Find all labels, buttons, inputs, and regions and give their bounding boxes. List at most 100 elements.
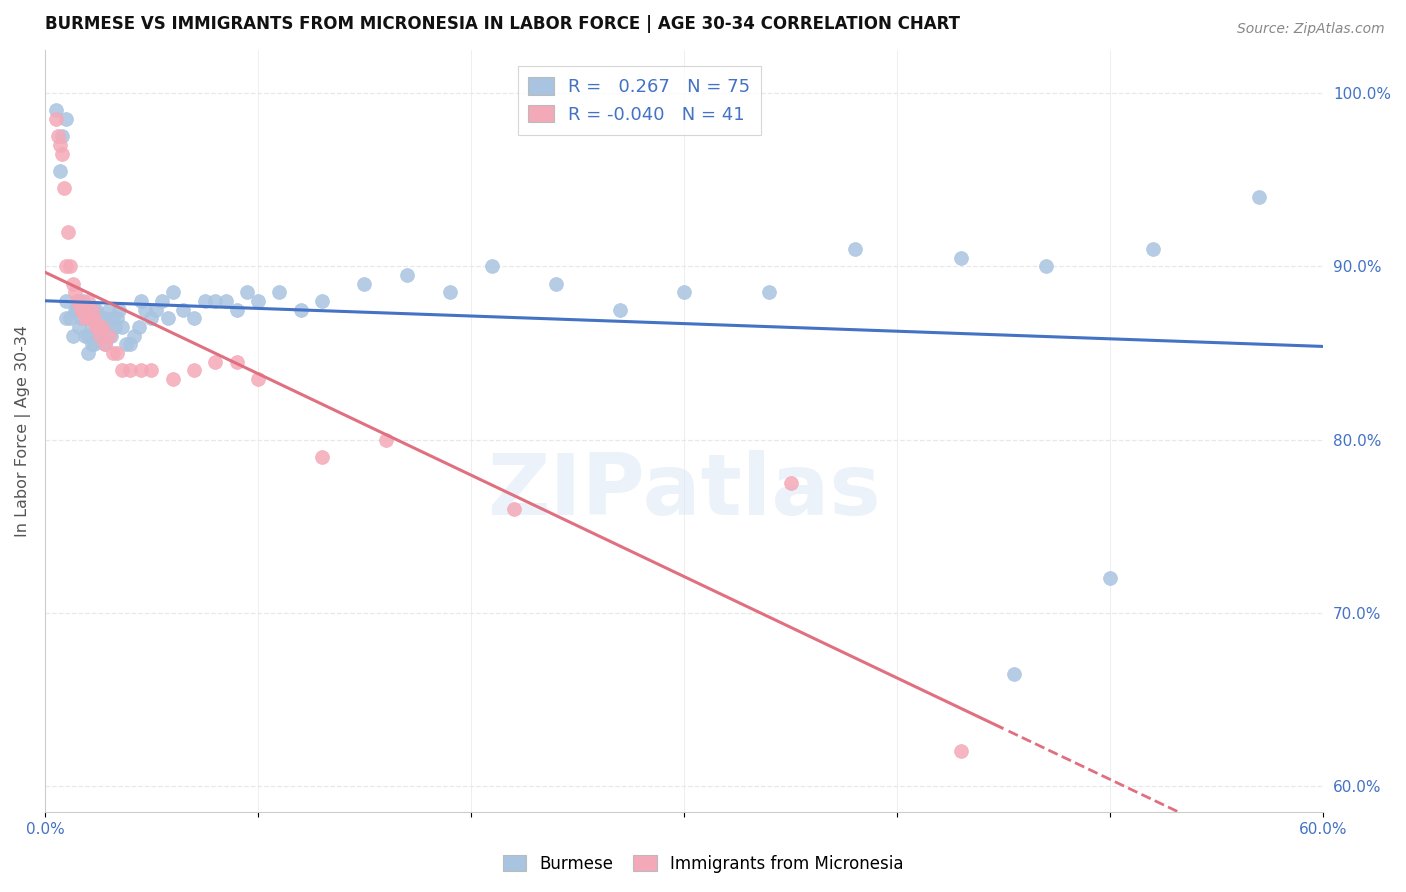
Point	[673, 285, 696, 300]
Point	[83, 337, 105, 351]
Point	[162, 372, 184, 386]
Point	[87, 320, 110, 334]
Point	[46, 129, 69, 144]
Point	[110, 363, 132, 377]
Point	[124, 328, 146, 343]
Point	[80, 337, 103, 351]
Legend: Burmese, Immigrants from Micronesia: Burmese, Immigrants from Micronesia	[496, 848, 910, 880]
Point	[53, 181, 76, 195]
Text: Source: ZipAtlas.com: Source: ZipAtlas.com	[1237, 22, 1385, 37]
Point	[76, 293, 98, 308]
Point	[115, 337, 138, 351]
Point	[63, 302, 86, 317]
Point	[779, 475, 801, 490]
Point	[110, 320, 132, 334]
Point	[236, 285, 259, 300]
Point	[246, 372, 269, 386]
Point	[96, 320, 118, 334]
Point	[55, 293, 77, 308]
Point	[55, 112, 77, 127]
Point	[204, 354, 226, 368]
Point	[49, 164, 72, 178]
Point	[49, 138, 72, 153]
Point	[134, 302, 156, 317]
Point	[70, 311, 93, 326]
Point	[67, 320, 90, 334]
Point	[93, 311, 115, 326]
Point	[120, 363, 142, 377]
Point	[129, 363, 152, 377]
Point	[72, 293, 94, 308]
Point	[353, 277, 375, 291]
Point	[183, 311, 205, 326]
Point	[311, 450, 333, 464]
Point	[66, 302, 89, 317]
Point	[45, 103, 67, 118]
Point	[55, 311, 77, 326]
Point	[225, 302, 247, 317]
Point	[72, 302, 94, 317]
Point	[79, 311, 101, 326]
Point	[89, 328, 111, 343]
Point	[246, 293, 269, 308]
Point	[546, 277, 568, 291]
Point	[89, 311, 111, 326]
Point	[194, 293, 217, 308]
Point	[1249, 190, 1271, 204]
Point	[204, 293, 226, 308]
Point	[215, 293, 238, 308]
Point	[75, 311, 97, 326]
Point	[145, 302, 167, 317]
Point	[129, 293, 152, 308]
Point	[93, 337, 115, 351]
Point	[66, 293, 89, 308]
Point	[83, 311, 105, 326]
Point	[1035, 260, 1057, 274]
Point	[950, 251, 973, 265]
Point	[844, 242, 866, 256]
Point	[1142, 242, 1164, 256]
Point	[290, 302, 312, 317]
Point	[45, 112, 67, 127]
Point	[66, 302, 89, 317]
Y-axis label: In Labor Force | Age 30-34: In Labor Force | Age 30-34	[15, 325, 31, 537]
Point	[1002, 666, 1025, 681]
Point	[1099, 571, 1122, 585]
Point	[396, 268, 419, 282]
Point	[76, 328, 98, 343]
Point	[157, 311, 180, 326]
Point	[84, 302, 107, 317]
Point	[63, 285, 86, 300]
Point	[58, 225, 80, 239]
Point	[51, 146, 73, 161]
Point	[59, 260, 82, 274]
Point	[269, 285, 291, 300]
Point	[150, 293, 173, 308]
Point	[225, 354, 247, 368]
Point	[76, 346, 98, 360]
Point	[51, 129, 73, 144]
Point	[84, 320, 107, 334]
Point	[172, 302, 194, 317]
Point	[108, 302, 131, 317]
Point	[120, 337, 142, 351]
Point	[97, 328, 120, 343]
Point	[128, 320, 150, 334]
Point	[141, 363, 163, 377]
Point	[72, 302, 94, 317]
Point	[311, 293, 333, 308]
Point	[101, 346, 124, 360]
Point	[104, 320, 127, 334]
Point	[183, 363, 205, 377]
Point	[55, 260, 77, 274]
Point	[105, 346, 128, 360]
Point	[950, 744, 973, 758]
Point	[70, 302, 93, 317]
Point	[758, 285, 780, 300]
Point	[91, 328, 114, 343]
Text: ZIPatlas: ZIPatlas	[488, 450, 882, 533]
Point	[59, 311, 82, 326]
Point	[105, 311, 128, 326]
Point	[162, 285, 184, 300]
Point	[87, 328, 110, 343]
